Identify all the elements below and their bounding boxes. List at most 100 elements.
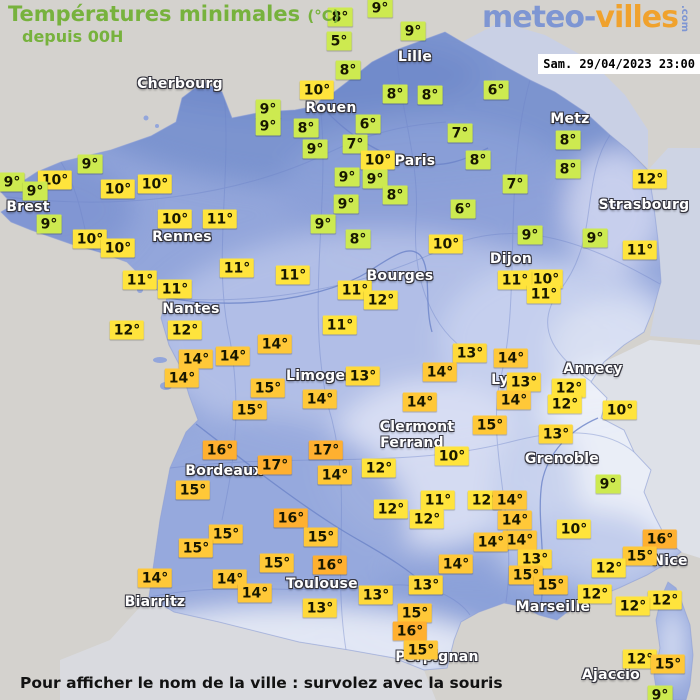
temp-badge[interactable]: 13°	[408, 575, 444, 595]
temp-badge[interactable]: 11°	[219, 258, 255, 278]
temp-badge[interactable]: 8°	[417, 85, 443, 105]
temp-badge[interactable]: 12°	[551, 378, 587, 398]
temp-badge[interactable]: 8°	[327, 7, 353, 27]
temp-badge[interactable]: 15°	[533, 575, 569, 595]
temp-badge[interactable]: 14°	[302, 389, 338, 409]
temp-badge[interactable]: 17°	[308, 440, 344, 460]
temp-badge[interactable]: 13°	[358, 585, 394, 605]
temp-badge[interactable]: 14°	[422, 362, 458, 382]
temp-badge[interactable]: 12°	[373, 499, 409, 519]
temp-badge[interactable]: 11°	[526, 284, 562, 304]
temp-badge[interactable]: 10°	[100, 238, 136, 258]
temp-badge[interactable]: 5°	[326, 31, 352, 51]
temp-badge[interactable]: 9°	[302, 139, 328, 159]
temp-badge[interactable]: 9°	[310, 214, 336, 234]
temp-badge[interactable]: 11°	[275, 265, 311, 285]
temp-badge[interactable]: 16°	[392, 621, 428, 641]
temp-badge[interactable]: 14°	[497, 510, 533, 530]
temp-badge[interactable]: 9°	[36, 214, 62, 234]
temp-badge[interactable]: 14°	[178, 349, 214, 369]
temp-badge[interactable]: 9°	[22, 181, 48, 201]
temp-badge[interactable]: 9°	[517, 225, 543, 245]
temp-badge[interactable]: 14°	[473, 532, 509, 552]
temp-badge[interactable]: 14°	[492, 490, 528, 510]
temp-badge[interactable]: 12°	[109, 320, 145, 340]
temp-badge[interactable]: 12°	[591, 558, 627, 578]
temp-badge[interactable]: 11°	[202, 209, 238, 229]
temp-badge[interactable]: 10°	[434, 446, 470, 466]
temp-badge[interactable]: 14°	[502, 530, 538, 550]
temp-badge[interactable]: 15°	[397, 603, 433, 623]
temp-badge[interactable]: 7°	[502, 174, 528, 194]
temp-badge[interactable]: 14°	[164, 368, 200, 388]
temp-badge[interactable]: 15°	[403, 640, 439, 660]
temp-badge[interactable]: 14°	[215, 346, 251, 366]
temp-badge[interactable]: 9°	[595, 474, 621, 494]
temp-badge[interactable]: 10°	[137, 174, 173, 194]
temp-badge[interactable]: 6°	[355, 114, 381, 134]
temp-badge[interactable]: 6°	[450, 199, 476, 219]
temp-badge[interactable]: 12°	[361, 458, 397, 478]
temp-badge[interactable]: 10°	[428, 234, 464, 254]
temp-badge[interactable]: 15°	[232, 400, 268, 420]
site-logo[interactable]: meteo-villes.com	[482, 0, 690, 35]
temp-badge[interactable]: 11°	[497, 270, 533, 290]
temp-badge[interactable]: 10°	[602, 400, 638, 420]
temp-badge[interactable]: 14°	[237, 583, 273, 603]
temp-badge[interactable]: 9°	[333, 194, 359, 214]
temp-badge[interactable]: 8°	[555, 159, 581, 179]
temp-badge[interactable]: 13°	[538, 424, 574, 444]
temp-badge[interactable]: 9°	[77, 154, 103, 174]
temp-badge[interactable]: 14°	[496, 390, 532, 410]
temp-badge[interactable]: 13°	[517, 549, 553, 569]
temp-badge[interactable]: 15°	[259, 553, 295, 573]
temp-badge[interactable]: 13°	[506, 372, 542, 392]
temp-badge[interactable]: 12°	[632, 169, 668, 189]
temp-badge[interactable]: 9°	[0, 172, 25, 192]
temp-badge[interactable]: 9°	[255, 116, 281, 136]
temp-badge[interactable]: 14°	[402, 392, 438, 412]
temp-badge[interactable]: 15°	[208, 524, 244, 544]
temp-badge[interactable]: 7°	[447, 123, 473, 143]
temp-badge[interactable]: 16°	[642, 529, 678, 549]
temp-badge[interactable]: 11°	[337, 280, 373, 300]
temp-badge[interactable]: 11°	[322, 315, 358, 335]
temp-badge[interactable]: 11°	[157, 279, 193, 299]
temp-badge[interactable]: 10°	[556, 519, 592, 539]
temp-badge[interactable]: 8°	[293, 118, 319, 138]
temp-badge[interactable]: 9°	[367, 0, 393, 18]
temp-badge[interactable]: 10°	[360, 150, 396, 170]
temp-badge[interactable]: 12°	[363, 290, 399, 310]
temp-badge[interactable]: 17°	[257, 455, 293, 475]
temp-badge[interactable]: 15°	[175, 480, 211, 500]
temp-badge[interactable]: 16°	[312, 555, 348, 575]
temp-badge[interactable]: 8°	[555, 130, 581, 150]
temp-badge[interactable]: 13°	[452, 343, 488, 363]
temp-badge[interactable]: 12°	[622, 649, 658, 669]
temp-badge[interactable]: 9°	[334, 167, 360, 187]
temp-badge[interactable]: 16°	[202, 440, 238, 460]
temp-badge[interactable]: 12°	[615, 596, 651, 616]
temp-badge[interactable]: 9°	[400, 21, 426, 41]
temp-badge[interactable]: 11°	[622, 240, 658, 260]
temp-badge[interactable]: 9°	[255, 99, 281, 119]
temp-badge[interactable]: 15°	[622, 546, 658, 566]
temp-badge[interactable]: 9°	[647, 685, 673, 700]
temp-badge[interactable]: 8°	[382, 84, 408, 104]
temp-badge[interactable]: 12°	[167, 320, 203, 340]
temp-badge[interactable]: 8°	[335, 60, 361, 80]
temp-badge[interactable]: 14°	[257, 334, 293, 354]
temp-badge[interactable]: 15°	[650, 654, 686, 674]
temp-badge[interactable]: 11°	[420, 490, 456, 510]
temp-badge[interactable]: 14°	[493, 348, 529, 368]
temp-badge[interactable]: 15°	[472, 415, 508, 435]
temp-badge[interactable]: 13°	[302, 598, 338, 618]
temp-badge[interactable]: 12°	[547, 394, 583, 414]
temp-badge[interactable]: 9°	[582, 228, 608, 248]
temp-badge[interactable]: 8°	[382, 185, 408, 205]
temp-badge[interactable]: 11°	[122, 270, 158, 290]
temp-badge[interactable]: 10°	[528, 269, 564, 289]
temp-badge[interactable]: 14°	[137, 568, 173, 588]
temp-badge[interactable]: 10°	[100, 179, 136, 199]
temp-badge[interactable]: 14°	[438, 554, 474, 574]
